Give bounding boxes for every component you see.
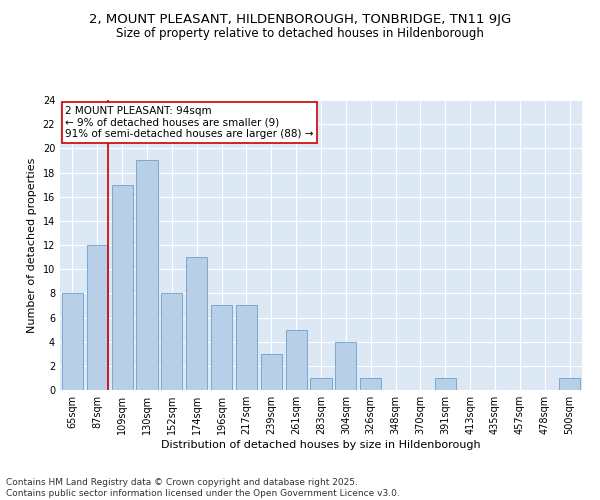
Bar <box>559 378 580 390</box>
Bar <box>87 245 108 390</box>
Text: Size of property relative to detached houses in Hildenborough: Size of property relative to detached ho… <box>116 28 484 40</box>
Bar <box>136 160 158 390</box>
Bar <box>211 306 232 390</box>
Bar <box>335 342 356 390</box>
Bar <box>360 378 381 390</box>
Bar <box>62 294 83 390</box>
Bar <box>186 257 207 390</box>
Bar <box>286 330 307 390</box>
Bar <box>261 354 282 390</box>
Bar <box>161 294 182 390</box>
Text: 2 MOUNT PLEASANT: 94sqm
← 9% of detached houses are smaller (9)
91% of semi-deta: 2 MOUNT PLEASANT: 94sqm ← 9% of detached… <box>65 106 314 139</box>
Bar <box>236 306 257 390</box>
Bar <box>310 378 332 390</box>
Bar <box>435 378 456 390</box>
X-axis label: Distribution of detached houses by size in Hildenborough: Distribution of detached houses by size … <box>161 440 481 450</box>
Bar <box>112 184 133 390</box>
Y-axis label: Number of detached properties: Number of detached properties <box>27 158 37 332</box>
Text: 2, MOUNT PLEASANT, HILDENBOROUGH, TONBRIDGE, TN11 9JG: 2, MOUNT PLEASANT, HILDENBOROUGH, TONBRI… <box>89 12 511 26</box>
Text: Contains HM Land Registry data © Crown copyright and database right 2025.
Contai: Contains HM Land Registry data © Crown c… <box>6 478 400 498</box>
